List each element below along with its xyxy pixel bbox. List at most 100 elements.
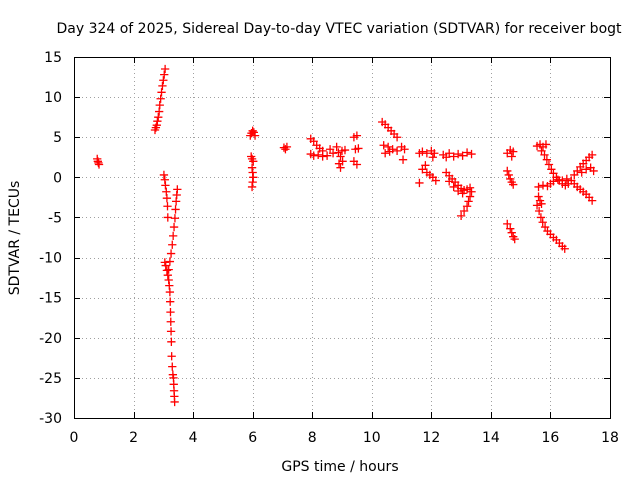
data-point [459, 206, 469, 216]
data-point [418, 147, 427, 156]
y-tick-label: -5 [48, 210, 62, 226]
data-point [587, 196, 597, 205]
data-point [453, 149, 463, 159]
y-tick-label: 10 [44, 90, 62, 106]
data-point [506, 224, 515, 233]
data-point [155, 100, 164, 110]
data-point [462, 202, 472, 211]
data-point [398, 155, 408, 164]
data-point [153, 117, 162, 126]
data-point [157, 88, 166, 97]
data-point [510, 234, 519, 244]
data-point [462, 148, 472, 157]
data-point [532, 201, 542, 210]
data-point [352, 131, 362, 140]
data-point [536, 213, 546, 222]
data-point [318, 152, 327, 161]
data-point [161, 181, 170, 190]
data-point [340, 145, 350, 155]
data-point [173, 185, 182, 194]
data-point [503, 219, 512, 229]
data-point [445, 149, 454, 158]
data-point [162, 266, 172, 275]
data-point [509, 147, 518, 156]
y-tick-label: -30 [39, 411, 62, 427]
plot-frame [74, 57, 611, 419]
data-point [542, 155, 552, 164]
data-point [354, 144, 363, 153]
data-point [165, 257, 175, 266]
data-point [541, 140, 551, 149]
data-point [171, 205, 180, 214]
data-point [507, 152, 516, 161]
data-point [422, 149, 432, 158]
axis-ticks [74, 57, 611, 419]
data-point [431, 176, 440, 185]
data-point [445, 177, 454, 186]
data-point [553, 175, 563, 184]
data-point [159, 76, 168, 85]
data-point [467, 149, 476, 159]
data-point [506, 174, 515, 184]
data-point [167, 337, 176, 346]
data-point [166, 249, 176, 258]
data-point [540, 150, 549, 160]
data-point [582, 165, 591, 174]
y-tick-label: -25 [39, 371, 62, 387]
data-point [538, 181, 548, 190]
data-point [170, 214, 180, 223]
data-point [336, 152, 345, 161]
data-point [504, 170, 513, 180]
data-point [449, 152, 458, 161]
x-tick-label: 4 [189, 430, 198, 446]
y-tick-label: -10 [39, 251, 62, 267]
x-tick-label: 12 [422, 430, 440, 446]
data-point [168, 240, 177, 249]
data-point [558, 176, 567, 185]
y-axis-label: SDTVAR / TECUs [7, 181, 23, 296]
data-point [465, 183, 475, 192]
data-point [453, 186, 463, 196]
data-point [314, 150, 323, 160]
data-point [577, 168, 586, 177]
data-point [309, 151, 318, 160]
data-point [534, 192, 543, 201]
data-point [385, 147, 394, 156]
x-tick-label: 14 [482, 430, 500, 446]
x-tick-label: 18 [601, 430, 619, 446]
data-point [160, 70, 169, 79]
data-point [166, 307, 175, 317]
data-point [164, 265, 173, 274]
data-point [507, 228, 516, 237]
data-point [534, 182, 543, 192]
data-point [249, 157, 258, 166]
data-point [538, 218, 547, 227]
data-point [282, 142, 292, 151]
data-point [458, 189, 467, 198]
data-point [544, 160, 554, 169]
data-point [534, 206, 544, 216]
data-point [384, 142, 393, 151]
data-point [503, 166, 512, 176]
data-point [328, 149, 338, 158]
data-point [560, 244, 569, 253]
data-point [589, 166, 598, 176]
data-point [428, 153, 437, 162]
data-point [249, 128, 259, 137]
data-point [509, 180, 518, 189]
data-point [250, 131, 260, 140]
x-tick-label: 8 [308, 430, 317, 446]
data-point [535, 196, 545, 205]
data-point [392, 146, 402, 156]
data-point [587, 150, 597, 160]
data-point [338, 157, 347, 166]
data-point [169, 231, 178, 241]
data-point [467, 187, 476, 196]
data-point [170, 397, 179, 407]
data-point [168, 362, 177, 371]
data-point [169, 222, 179, 232]
data-point [465, 192, 475, 201]
data-point [248, 126, 257, 135]
x-tick-label: 2 [129, 430, 138, 446]
data-point [166, 297, 175, 306]
